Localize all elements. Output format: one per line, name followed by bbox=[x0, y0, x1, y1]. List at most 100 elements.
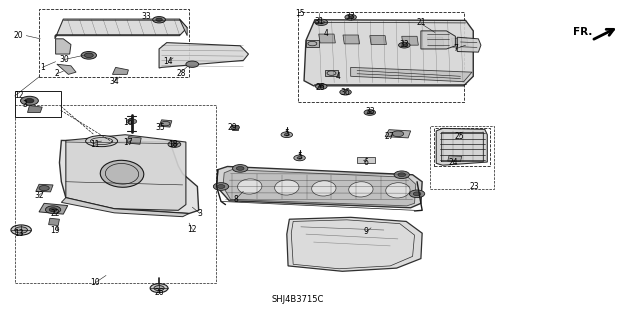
Text: 36: 36 bbox=[340, 88, 351, 97]
Circle shape bbox=[81, 51, 97, 59]
Polygon shape bbox=[319, 34, 335, 43]
Polygon shape bbox=[306, 41, 319, 47]
Text: 1: 1 bbox=[40, 63, 45, 72]
Text: 19: 19 bbox=[50, 226, 60, 234]
Bar bbox=[15, 105, 216, 283]
Circle shape bbox=[213, 183, 228, 190]
Polygon shape bbox=[351, 67, 472, 82]
Polygon shape bbox=[436, 128, 487, 165]
Circle shape bbox=[84, 53, 93, 57]
Text: 14: 14 bbox=[163, 57, 173, 66]
Text: 11: 11 bbox=[90, 140, 100, 149]
Circle shape bbox=[150, 284, 168, 293]
Circle shape bbox=[399, 42, 410, 48]
Circle shape bbox=[172, 143, 177, 146]
Text: 33: 33 bbox=[141, 12, 151, 21]
Text: 7: 7 bbox=[453, 44, 458, 54]
Bar bbox=[357, 157, 375, 163]
Circle shape bbox=[345, 14, 356, 20]
Text: 2: 2 bbox=[54, 69, 60, 78]
Circle shape bbox=[348, 16, 353, 19]
Polygon shape bbox=[56, 39, 71, 54]
Circle shape bbox=[297, 157, 302, 159]
Circle shape bbox=[217, 185, 225, 189]
Text: 5: 5 bbox=[297, 152, 302, 161]
Circle shape bbox=[168, 141, 180, 147]
Text: 33: 33 bbox=[346, 12, 356, 21]
Text: 18: 18 bbox=[168, 140, 178, 149]
Text: 16: 16 bbox=[124, 117, 133, 127]
Text: 5: 5 bbox=[284, 129, 289, 138]
Polygon shape bbox=[452, 38, 468, 47]
Circle shape bbox=[49, 208, 57, 211]
Circle shape bbox=[232, 165, 248, 172]
Polygon shape bbox=[159, 43, 248, 68]
Text: 4: 4 bbox=[324, 29, 329, 38]
Circle shape bbox=[319, 85, 324, 88]
Text: 26: 26 bbox=[315, 83, 325, 92]
Polygon shape bbox=[385, 130, 411, 138]
Text: 26: 26 bbox=[154, 288, 164, 297]
Circle shape bbox=[402, 44, 407, 47]
Polygon shape bbox=[428, 37, 444, 46]
Polygon shape bbox=[223, 170, 416, 206]
Text: 22: 22 bbox=[50, 209, 60, 218]
Circle shape bbox=[315, 19, 328, 26]
Ellipse shape bbox=[100, 160, 144, 187]
Polygon shape bbox=[57, 64, 76, 74]
Text: 8: 8 bbox=[234, 195, 238, 204]
Bar bbox=[298, 12, 464, 102]
Text: 6: 6 bbox=[364, 158, 369, 167]
Text: 28: 28 bbox=[176, 69, 186, 78]
Text: 27: 27 bbox=[384, 132, 394, 141]
Ellipse shape bbox=[237, 179, 262, 194]
Text: 3: 3 bbox=[198, 209, 202, 218]
Polygon shape bbox=[159, 120, 172, 127]
Circle shape bbox=[11, 225, 31, 235]
Polygon shape bbox=[61, 197, 189, 217]
Polygon shape bbox=[421, 31, 456, 49]
Circle shape bbox=[394, 171, 410, 179]
Text: 32: 32 bbox=[34, 190, 44, 200]
Circle shape bbox=[392, 131, 404, 137]
Bar bbox=[15, 91, 61, 117]
Circle shape bbox=[410, 190, 425, 197]
Polygon shape bbox=[113, 67, 129, 74]
Circle shape bbox=[20, 96, 38, 105]
Circle shape bbox=[186, 61, 198, 67]
Polygon shape bbox=[179, 19, 187, 36]
Polygon shape bbox=[325, 70, 338, 76]
Circle shape bbox=[413, 192, 421, 196]
Text: 12: 12 bbox=[188, 225, 197, 234]
Polygon shape bbox=[370, 36, 387, 45]
Circle shape bbox=[340, 89, 351, 95]
Text: 35: 35 bbox=[156, 123, 165, 132]
Ellipse shape bbox=[349, 182, 373, 197]
Text: 24: 24 bbox=[448, 158, 458, 167]
Text: 10: 10 bbox=[90, 278, 100, 287]
Circle shape bbox=[236, 167, 244, 170]
Polygon shape bbox=[232, 124, 238, 130]
Circle shape bbox=[281, 132, 292, 137]
Polygon shape bbox=[448, 156, 462, 162]
Circle shape bbox=[284, 133, 289, 136]
Polygon shape bbox=[39, 203, 68, 214]
Bar bbox=[430, 126, 493, 189]
Polygon shape bbox=[402, 36, 419, 45]
Bar bbox=[434, 128, 490, 167]
Text: 20: 20 bbox=[14, 31, 24, 40]
Text: SHJ4B3715C: SHJ4B3715C bbox=[271, 295, 324, 304]
Polygon shape bbox=[28, 106, 42, 113]
Ellipse shape bbox=[86, 136, 118, 147]
Text: FR.: FR. bbox=[573, 27, 593, 37]
Text: 3: 3 bbox=[22, 100, 28, 109]
Polygon shape bbox=[458, 37, 481, 52]
Circle shape bbox=[39, 186, 49, 191]
Polygon shape bbox=[36, 184, 53, 192]
Circle shape bbox=[316, 84, 327, 89]
Circle shape bbox=[153, 17, 166, 23]
Text: 31: 31 bbox=[314, 17, 324, 26]
Circle shape bbox=[294, 155, 305, 161]
Text: 25: 25 bbox=[454, 132, 464, 141]
Text: 34: 34 bbox=[109, 77, 119, 86]
